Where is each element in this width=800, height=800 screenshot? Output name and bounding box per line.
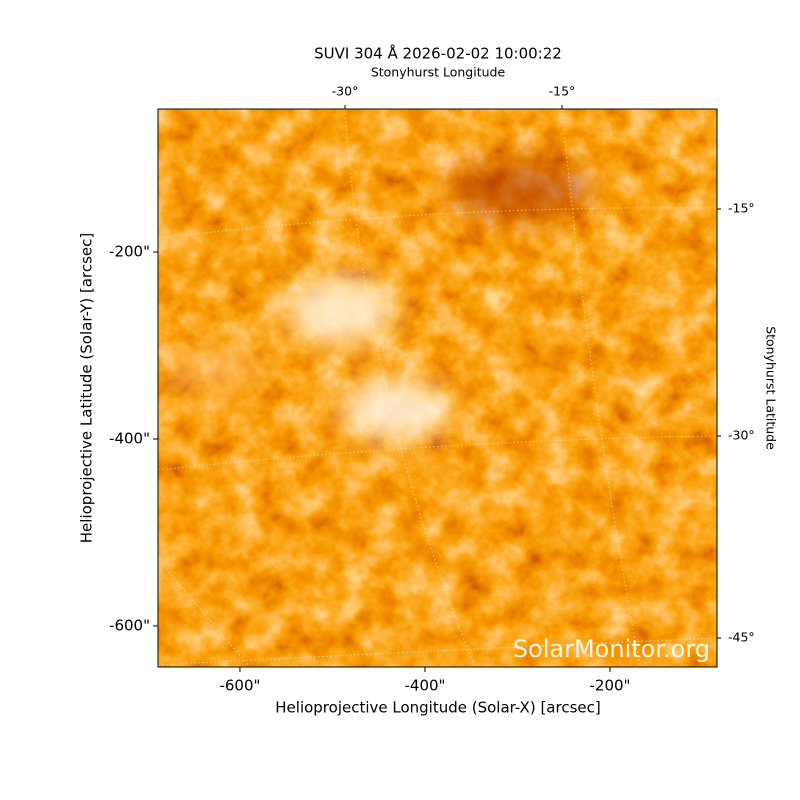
solar-image (158, 109, 717, 667)
y-tick-label: -600" (109, 616, 150, 634)
y-tick-label: -400" (109, 429, 150, 447)
chart-title: SUVI 304 Å 2026-02-02 10:00:22 (314, 44, 562, 63)
axes-frame (157, 108, 718, 668)
top-tick-label: -15° (549, 84, 576, 99)
y-tick-label: -200" (109, 243, 150, 261)
watermark: SolarMonitor.org (513, 635, 710, 663)
top-tick-label: -30° (332, 84, 359, 99)
y-axis-label: Helioprojective Latitude (Solar-Y) [arcs… (78, 233, 96, 543)
right-tick-label: -45° (728, 630, 755, 645)
right-tick-label: -15° (728, 201, 755, 216)
x-tick-label: -200" (589, 677, 630, 695)
top-axis-label: Stonyhurst Longitude (371, 65, 506, 80)
right-axis-label: Stonyhurst Latitude (764, 326, 779, 450)
x-tick-label: -400" (404, 677, 445, 695)
x-axis-label: Helioprojective Longitude (Solar-X) [arc… (275, 699, 600, 717)
x-tick-label: -600" (219, 677, 260, 695)
right-tick-label: -30° (728, 428, 755, 443)
